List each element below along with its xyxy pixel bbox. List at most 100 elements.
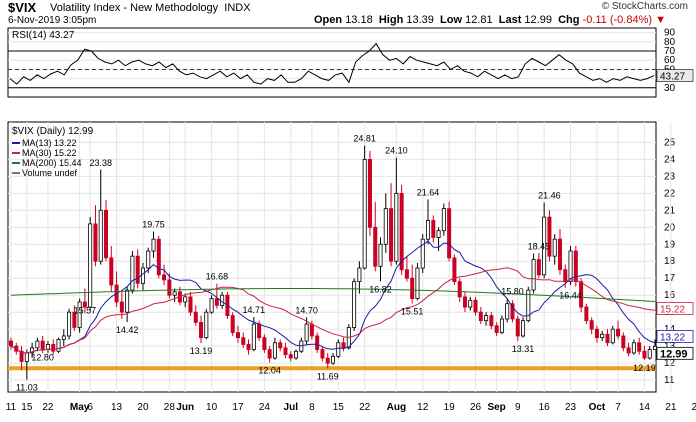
legend-entry: MA(13) 13.22 [22, 138, 77, 148]
candle-body [399, 192, 404, 271]
x-tick-label: 19 [444, 402, 456, 413]
candle-body [251, 323, 256, 350]
candle-body [220, 294, 225, 306]
x-tick-label: Jul [284, 402, 299, 413]
price-title: $VIX (Daily) 12.99 [12, 126, 94, 137]
instrument-name: Volatility Index - New Methodology INDX [50, 2, 251, 14]
candle-body [357, 267, 362, 283]
candle-body [362, 158, 367, 269]
price-annotation: 18.45 [528, 242, 551, 252]
candle-body [367, 158, 372, 228]
x-tick-label: 11 [6, 402, 17, 413]
candle-body [557, 238, 562, 271]
price-annotation: 24.10 [385, 146, 408, 156]
x-tick-label: 12 [417, 402, 429, 413]
legend-entry: Volume undef [22, 168, 78, 178]
candle-body [594, 328, 599, 339]
candle-body [304, 323, 309, 342]
price-tick-label: 20 [664, 222, 676, 233]
exchange-code: INDX [224, 2, 251, 14]
candle-body [568, 250, 573, 283]
x-tick-label: 21 [665, 402, 677, 413]
candle-body [521, 320, 526, 337]
candle-body [125, 289, 130, 313]
candle-body [61, 335, 66, 340]
candle-body [67, 311, 72, 337]
ma30-value-tag [656, 302, 694, 315]
candle-body [40, 340, 45, 350]
x-tick-label: 9 [515, 402, 521, 413]
candle-body [383, 208, 388, 245]
date-time: 6-Nov-2019 3:05pm [8, 15, 97, 26]
x-tick-label: 8 [309, 402, 315, 413]
open-value: 13.18 [345, 14, 373, 26]
candle-body [389, 208, 394, 262]
candle-body [98, 209, 103, 262]
candle-body [130, 255, 135, 291]
candle-body [341, 342, 346, 349]
candle-body [584, 306, 589, 322]
candle-body [272, 342, 277, 359]
price-annotation: 12.80 [31, 353, 54, 363]
candle-body [162, 274, 167, 281]
rsi-title: RSI(14) 43.27 [12, 30, 75, 41]
candle-body [262, 337, 267, 350]
low-value: 12.81 [465, 14, 493, 26]
candle-body [436, 230, 441, 238]
candle-body [294, 350, 299, 359]
price-annotation: 21.64 [417, 187, 440, 197]
instrument-title: Volatility Index - New Methodology [50, 2, 219, 14]
candle-body [172, 291, 177, 296]
candle-body [579, 281, 584, 308]
last-value-tag-text: 12.99 [660, 348, 688, 360]
candle-body [35, 340, 40, 349]
candle-body [404, 269, 409, 279]
candle-body [441, 208, 446, 232]
price-annotation: 13.19 [190, 346, 213, 356]
candle-body [653, 345, 658, 350]
price-tick-label: 19 [664, 239, 676, 250]
candle-body [394, 192, 399, 262]
price-annotation: 14.42 [116, 325, 139, 335]
rsi-value-tag-text: 43.27 [660, 72, 685, 83]
candle-body [109, 257, 114, 286]
candle-body [499, 318, 504, 333]
candle-body [183, 296, 188, 303]
candle-body [352, 281, 357, 328]
candle-body [267, 349, 272, 359]
candle-body [230, 315, 235, 333]
x-tick-label: 24 [259, 402, 271, 413]
ma13-value-tag [656, 330, 694, 343]
price-annotation: 15.57 [74, 306, 97, 316]
candle-body [526, 289, 531, 322]
candle-body [621, 335, 626, 349]
candle-body [462, 296, 467, 308]
price-tick-label: 17 [664, 273, 676, 284]
candle-body [93, 223, 98, 262]
credit: © StockCharts.com [601, 1, 688, 12]
legend-entry: MA(200) 15.44 [22, 158, 82, 168]
x-tick-label: 16 [539, 402, 551, 413]
low-label: Low [440, 14, 463, 26]
x-tick-label: 7 [615, 402, 621, 413]
price-annotation: 12.19 [633, 363, 656, 373]
candle-body [104, 209, 109, 259]
x-tick-label: May [70, 402, 90, 413]
candle-body [330, 355, 335, 364]
candle-body [146, 250, 151, 269]
candle-body [209, 298, 214, 313]
open-label: Open [314, 14, 343, 26]
candle-body [135, 255, 140, 284]
price-tick-label: 14 [664, 324, 676, 335]
ma30-line [10, 267, 656, 354]
candle-body [193, 311, 198, 323]
candle-body [204, 311, 209, 339]
rsi-tick-label: 90 [664, 28, 676, 39]
x-tick-label: 28 [692, 402, 696, 413]
candle-body [457, 281, 462, 298]
price-annotation: 15.51 [401, 307, 424, 317]
x-tick-label: Jun [176, 402, 194, 413]
candle-body [309, 323, 314, 337]
candle-body [24, 352, 29, 362]
chg-label: Chg [558, 14, 580, 26]
